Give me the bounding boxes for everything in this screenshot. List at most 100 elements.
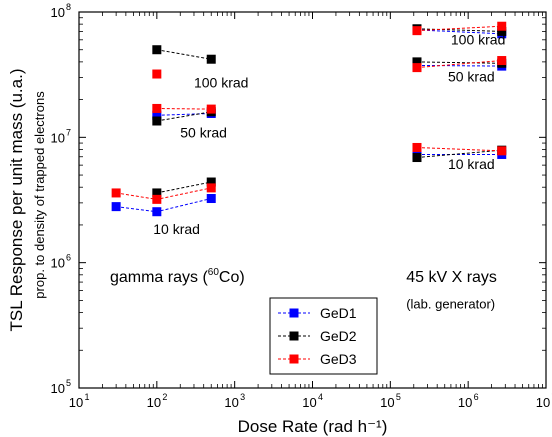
series-line bbox=[416, 61, 502, 64]
annotation: 50 krad bbox=[180, 124, 227, 140]
legend-label: GeD2 bbox=[320, 328, 357, 344]
series-line bbox=[416, 60, 502, 69]
annotation-text: 100 krad bbox=[451, 32, 505, 48]
series-line bbox=[116, 198, 212, 213]
data-point bbox=[497, 146, 507, 156]
data-point bbox=[152, 45, 162, 55]
data-point bbox=[152, 188, 162, 198]
y-axis-subtitle: prop. to density of trapped electrons bbox=[32, 91, 47, 299]
annotations: 100 krad 50 krad 10 krad 100 krad 50 krad 10 … bbox=[110, 32, 505, 312]
y-tick-label: 10 bbox=[51, 130, 65, 145]
series-line bbox=[156, 181, 212, 194]
x-tick-label: 10 bbox=[536, 395, 550, 410]
series-line bbox=[156, 111, 212, 122]
legend-box bbox=[269, 297, 378, 375]
legend-item-ged3: GeD3 bbox=[278, 351, 357, 367]
series-line bbox=[156, 108, 212, 110]
tick-labels: 101102103104105106107105106107108 bbox=[51, 2, 552, 410]
annotation-text: 100 krad bbox=[194, 74, 248, 90]
legend-marker bbox=[289, 308, 299, 318]
data-point bbox=[152, 207, 162, 217]
x-tick-exponent: 3 bbox=[240, 392, 245, 402]
data-point bbox=[412, 142, 422, 152]
annotation: gamma rays (60Co) bbox=[110, 267, 245, 286]
x-tick-label: 10 bbox=[380, 395, 394, 410]
annotation-text: gamma rays ( bbox=[110, 269, 208, 286]
series-line bbox=[156, 113, 212, 116]
data-point bbox=[111, 188, 121, 198]
x-tick-label: 10 bbox=[224, 395, 238, 410]
data-point bbox=[412, 26, 422, 36]
legend-label: GeD3 bbox=[320, 351, 357, 367]
data-point bbox=[497, 26, 507, 36]
x-tick-label: 10 bbox=[147, 395, 161, 410]
series-line bbox=[416, 28, 502, 32]
annotation-text-end: Co) bbox=[219, 269, 245, 286]
annotation: 45 kV X rays bbox=[406, 269, 497, 286]
annotation: 100 krad bbox=[194, 74, 248, 90]
data-point bbox=[152, 110, 162, 120]
data-point bbox=[111, 202, 121, 212]
data-point bbox=[206, 104, 216, 114]
series-line bbox=[416, 64, 502, 67]
x-tick-exponent: 1 bbox=[84, 392, 89, 402]
annotation-text: 10 krad bbox=[153, 221, 200, 237]
data-point bbox=[497, 21, 507, 31]
data-point bbox=[152, 103, 162, 113]
series-layer bbox=[111, 21, 507, 217]
series-ged3 bbox=[111, 21, 507, 204]
data-point bbox=[412, 57, 422, 67]
x-tick-label: 10 bbox=[69, 395, 83, 410]
data-point bbox=[206, 177, 216, 187]
data-point bbox=[206, 183, 216, 193]
x-axis-title: Dose Rate (rad h⁻¹) bbox=[238, 417, 388, 436]
legend-label: GeD1 bbox=[320, 305, 357, 321]
annotation: 10 krad bbox=[153, 221, 200, 237]
series-line bbox=[416, 149, 502, 158]
annotation: 10 krad bbox=[448, 156, 495, 172]
data-point bbox=[412, 153, 422, 163]
legend-item-ged1: GeD1 bbox=[278, 305, 357, 321]
data-point bbox=[206, 194, 216, 204]
y-axis-title: TSL Response per unit mass (u.a.) bbox=[7, 69, 26, 332]
data-point bbox=[412, 63, 422, 73]
data-point bbox=[152, 194, 162, 204]
series-line bbox=[116, 187, 212, 200]
y-tick-exponent: 6 bbox=[66, 253, 71, 263]
x-tick-label: 10 bbox=[458, 395, 472, 410]
data-point bbox=[152, 116, 162, 126]
x-tick-label: 10 bbox=[302, 395, 316, 410]
plot-frame bbox=[78, 11, 547, 389]
annotation-text: 10 krad bbox=[448, 156, 495, 172]
annotation-superscript: 60 bbox=[208, 267, 220, 278]
data-point bbox=[206, 54, 216, 64]
x-tick-exponent: 2 bbox=[162, 392, 167, 402]
data-point bbox=[497, 56, 507, 66]
y-tick-label: 10 bbox=[51, 5, 65, 20]
legend-marker bbox=[289, 354, 299, 364]
x-tick-exponent: 4 bbox=[318, 392, 323, 402]
y-tick-exponent: 5 bbox=[66, 378, 71, 388]
annotation: 100 krad bbox=[451, 32, 505, 48]
legend-item-ged2: GeD2 bbox=[278, 328, 357, 344]
annotation-text: 50 krad bbox=[448, 68, 495, 84]
annotation: 50 krad bbox=[448, 68, 495, 84]
tick-marks bbox=[78, 11, 547, 389]
series-ged1 bbox=[111, 25, 507, 217]
series-line bbox=[156, 49, 212, 60]
y-tick-label: 10 bbox=[51, 256, 65, 271]
legend: GeD1 GeD2 GeD3 bbox=[269, 297, 378, 375]
x-tick-exponent: 5 bbox=[396, 392, 401, 402]
x-tick-exponent: 6 bbox=[474, 392, 479, 402]
annotation-text: 45 kV X rays bbox=[406, 269, 497, 286]
y-tick-exponent: 7 bbox=[66, 127, 71, 137]
series-line bbox=[416, 25, 502, 32]
y-tick-exponent: 8 bbox=[66, 2, 71, 12]
series-line bbox=[416, 147, 502, 152]
annotation: (lab. generator) bbox=[406, 297, 495, 312]
annotation-text: (lab. generator) bbox=[406, 297, 495, 312]
y-tick-label: 10 bbox=[51, 381, 65, 396]
legend-marker bbox=[289, 331, 299, 341]
annotation-text: 50 krad bbox=[180, 124, 227, 140]
